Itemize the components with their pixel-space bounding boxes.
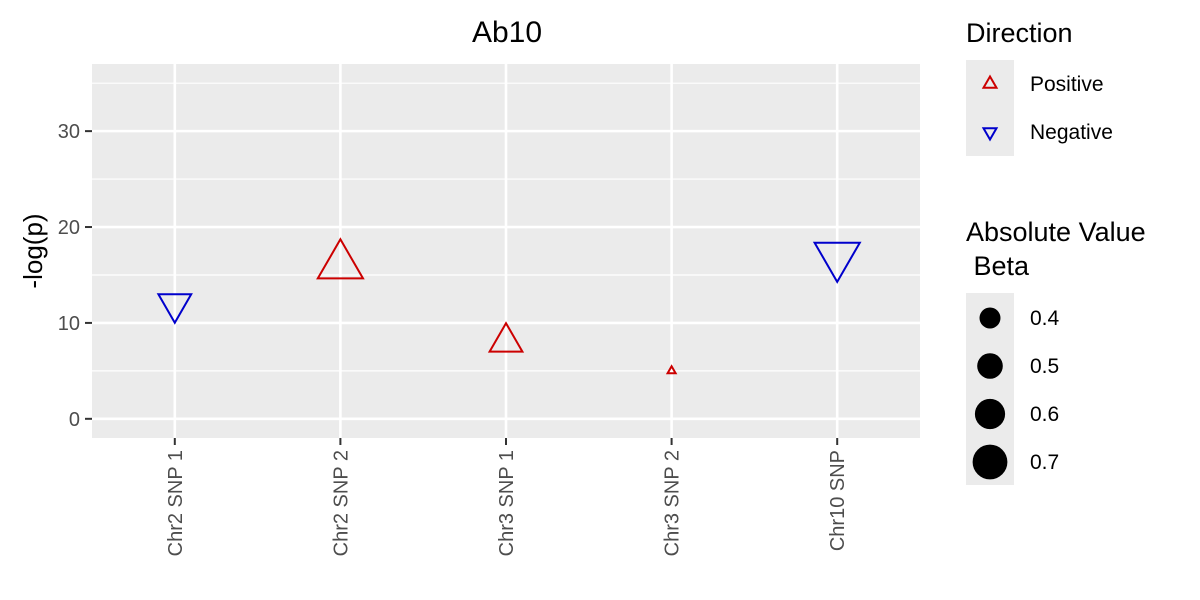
data-point	[812, 241, 862, 284]
y-axis-title: -log(p)	[18, 213, 48, 288]
y-tick-label: 30	[58, 121, 80, 143]
legend-size-items: 0.4 0.5 0.6 0.7	[972, 307, 1060, 480]
x-tick-label: Chr2 SNP 1	[165, 450, 187, 556]
legend-size-label: 0.6	[1030, 403, 1059, 426]
legend-direction-title: Direction	[966, 18, 1073, 48]
legend-direction-label: Negative	[1030, 121, 1113, 144]
legend-size-title-line2: Beta	[966, 251, 1030, 281]
data-points	[156, 237, 862, 375]
legend-direction-marker	[981, 127, 999, 142]
legend-size-label: 0.7	[1030, 451, 1059, 474]
legend-direction-key-background	[966, 60, 1014, 156]
legend-direction-items: Positive Negative	[981, 73, 1113, 144]
y-tick-label: 10	[58, 313, 80, 335]
x-tick-label: Chr10 SNP	[827, 450, 849, 551]
x-tick-label: Chr2 SNP 2	[330, 450, 352, 556]
y-axis: 0 10 20 30	[58, 121, 92, 431]
legend-size-label: 0.5	[1030, 355, 1059, 378]
x-axis: Chr2 SNP 1 Chr2 SNP 2 Chr3 SNP 1 Chr3 SNP 2…	[165, 438, 849, 556]
data-point	[316, 237, 365, 280]
legend-size-marker	[977, 353, 1003, 379]
legend-direction-marker	[981, 74, 999, 89]
legend-size-label: 0.4	[1030, 307, 1060, 330]
grid-lines	[92, 64, 920, 438]
x-tick-label: Chr3 SNP 1	[496, 450, 518, 556]
y-tick-label: 20	[58, 217, 80, 239]
data-point	[665, 364, 678, 375]
legend-size-marker	[974, 398, 1006, 430]
legend-size-title-line1: Absolute Value	[966, 217, 1146, 247]
x-tick-label: Chr3 SNP 2	[662, 450, 684, 556]
legend-size-marker	[979, 307, 1001, 329]
data-point	[487, 321, 525, 353]
legend-size-marker	[972, 444, 1008, 480]
y-tick-label: 0	[69, 409, 80, 431]
data-point	[156, 293, 193, 325]
legend: Direction Positive Negative Absolute Valu…	[966, 18, 1146, 485]
chart-title: Ab10	[472, 16, 542, 49]
legend-direction-label: Positive	[1030, 73, 1104, 96]
